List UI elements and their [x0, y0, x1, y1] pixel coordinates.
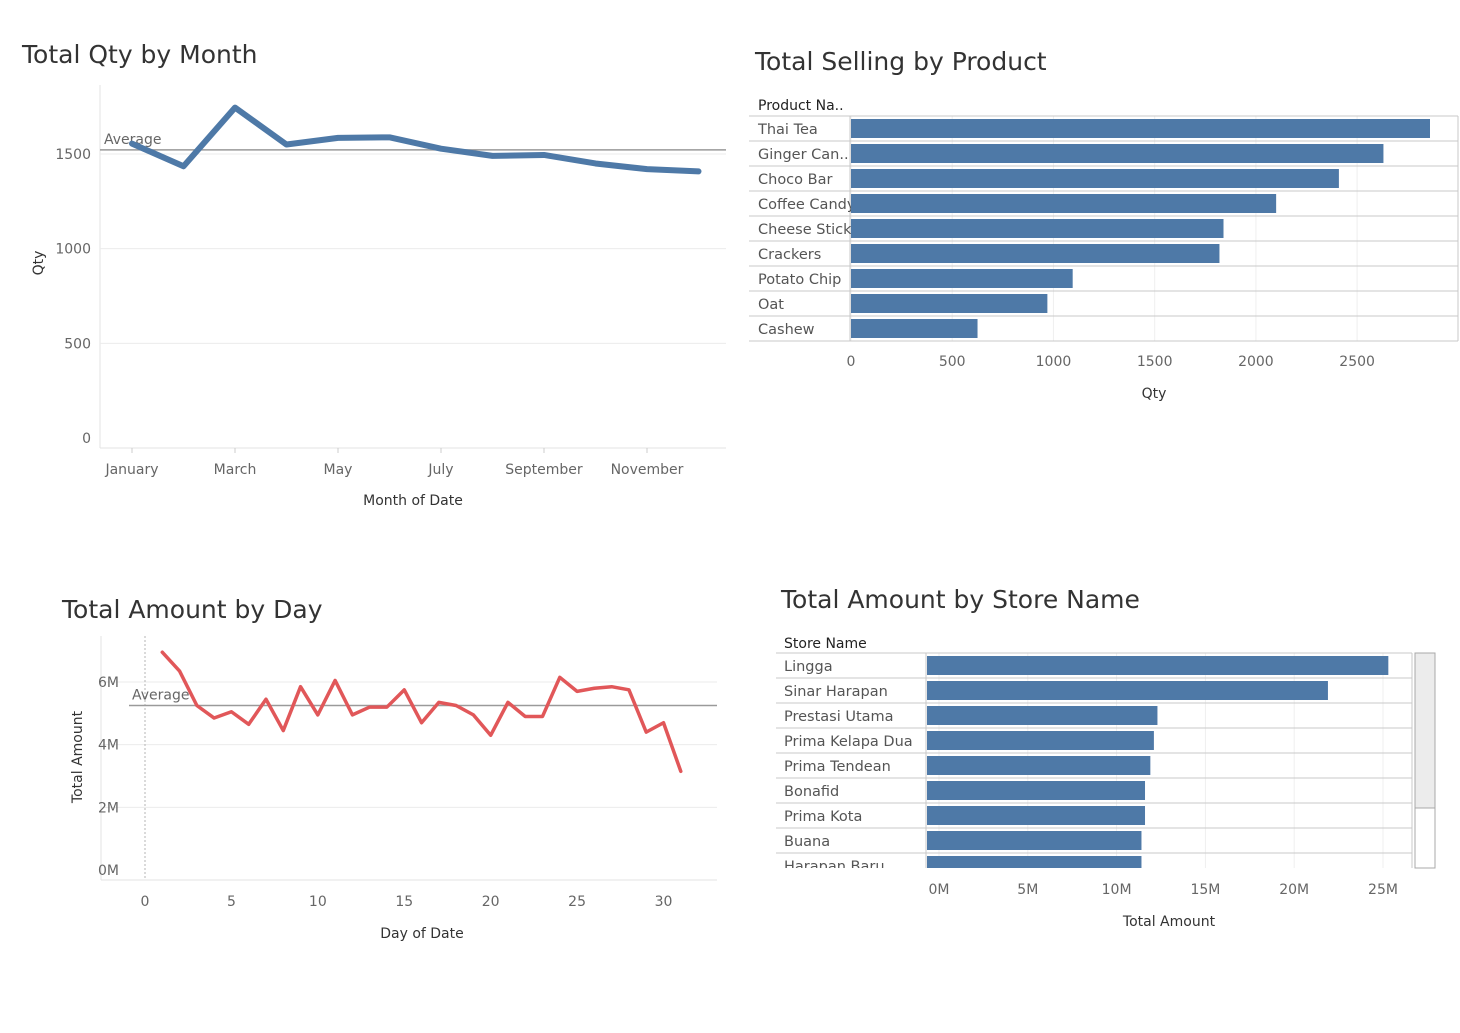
- store-bar: [927, 731, 1154, 750]
- y-tick-label: 1500: [55, 147, 91, 163]
- x-tick-label: 2500: [1339, 354, 1375, 370]
- chart-title-qty-by-month: Total Qty by Month: [22, 40, 258, 69]
- amount-by-day-chart[interactable]: 0M 2M 4M 6M 0 5 10 15 20 25 30 Average Day of Date To…: [0, 0, 740, 960]
- product-bar: [851, 144, 1384, 163]
- x-tick-label: 15: [395, 894, 413, 910]
- x-tick-label: 20M: [1279, 882, 1309, 898]
- x-tick-label: 25M: [1368, 882, 1398, 898]
- y-tick-label: 2M: [98, 800, 119, 816]
- y-tick-label: 1000: [55, 242, 91, 258]
- x-tick-label: 0: [141, 894, 150, 910]
- chart-title-amount-by-store: Total Amount by Store Name: [781, 585, 1140, 614]
- y-tick-label: 6M: [98, 675, 119, 691]
- chart-title-selling-by-product: Total Selling by Product: [755, 47, 1047, 76]
- product-bar: [851, 194, 1277, 213]
- average-label: Average: [132, 688, 190, 704]
- category-label: Prima Tendean: [784, 759, 891, 775]
- row-header: Store Name: [784, 636, 867, 652]
- store-bar: [927, 681, 1328, 700]
- store-bar: [927, 806, 1146, 825]
- product-bar: [851, 244, 1220, 263]
- category-label: Choco Bar: [758, 172, 832, 188]
- category-label: Harapan Baru: [784, 859, 885, 875]
- average-label: Average: [104, 132, 162, 148]
- x-tick-label: 0: [847, 354, 856, 370]
- category-label: Prestasi Utama: [784, 709, 894, 725]
- product-bar: [851, 269, 1073, 288]
- x-tick-label: 5: [227, 894, 236, 910]
- x-tick-label: 1500: [1137, 354, 1173, 370]
- x-tick-label: July: [427, 462, 453, 478]
- amount-by-store-chart[interactable]: Store Name Lingga Sinar Harapan Prestasi Ut…: [0, 0, 1460, 960]
- product-bar: [851, 119, 1430, 138]
- category-label: Crackers: [758, 247, 821, 263]
- store-bar: [927, 781, 1146, 800]
- x-tick-label: 25: [568, 894, 586, 910]
- product-bar: [851, 319, 978, 338]
- category-label: Prima Kelapa Dua: [784, 734, 913, 750]
- selling-by-product-chart[interactable]: Product Na.. 0 500 1000 1500 2000 2500 Thai Tea…: [0, 0, 1460, 420]
- y-tick-label: 4M: [98, 738, 119, 754]
- x-tick-label: 0M: [929, 882, 950, 898]
- x-tick-label: May: [324, 462, 353, 478]
- vertical-scrollbar[interactable]: [1414, 652, 1436, 869]
- category-label: Cashew: [758, 322, 815, 338]
- store-bar: [927, 856, 1142, 868]
- store-bar: [927, 756, 1151, 775]
- category-label: Sinar Harapan: [784, 684, 888, 700]
- category-label: Ginger Can..: [758, 147, 849, 163]
- category-label: Bonafid: [784, 784, 839, 800]
- category-label: Coffee Candy: [758, 197, 856, 213]
- qty-series-line: [129, 104, 702, 175]
- x-tick-label: January: [104, 462, 158, 478]
- y-axis-title: Qty: [31, 251, 47, 276]
- row-header: Product Na..: [758, 98, 844, 114]
- x-tick-label: 5M: [1017, 882, 1038, 898]
- x-tick-label: 500: [939, 354, 966, 370]
- product-bar: [851, 294, 1048, 313]
- x-tick-label: September: [505, 462, 583, 478]
- x-tick-label: March: [214, 462, 257, 478]
- y-tick-label: 500: [64, 336, 91, 352]
- category-label: Cheese Stick: [758, 222, 852, 238]
- category-label: Potato Chip: [758, 272, 841, 288]
- y-axis-title: Total Amount: [70, 710, 86, 804]
- x-tick-label: 15M: [1190, 882, 1220, 898]
- category-label: Lingga: [784, 659, 833, 675]
- x-tick-label: 1000: [1036, 354, 1072, 370]
- chart-title-amount-by-day: Total Amount by Day: [62, 595, 323, 624]
- category-label: Thai Tea: [757, 122, 818, 138]
- category-label: Oat: [758, 297, 784, 313]
- store-bar: [927, 706, 1158, 725]
- x-axis-title: Qty: [1142, 386, 1167, 402]
- x-tick-label: 10M: [1102, 882, 1132, 898]
- store-bar: [927, 656, 1389, 675]
- x-tick-label: 10: [309, 894, 327, 910]
- store-rows: Lingga Sinar Harapan Prestasi Utama Prima K…: [776, 653, 1412, 875]
- x-tick-label: 2000: [1238, 354, 1274, 370]
- x-tick-label: 20: [482, 894, 500, 910]
- category-label: Prima Kota: [784, 809, 862, 825]
- x-tick-label: November: [611, 462, 684, 478]
- category-label: Buana: [784, 834, 830, 850]
- qty-by-month-chart[interactable]: 0 500 1000 1500 January March May July September…: [0, 0, 740, 530]
- x-axis-title: Total Amount: [1122, 914, 1216, 930]
- x-axis-title: Day of Date: [380, 926, 464, 942]
- product-bar: [851, 169, 1339, 188]
- scrollbar-thumb[interactable]: [1414, 652, 1436, 809]
- y-tick-label: 0: [82, 431, 91, 447]
- store-bar: [927, 831, 1142, 850]
- x-axis-title: Month of Date: [363, 493, 463, 509]
- product-bar: [851, 219, 1224, 238]
- y-tick-label: 0M: [98, 863, 119, 879]
- x-tick-label: 30: [655, 894, 673, 910]
